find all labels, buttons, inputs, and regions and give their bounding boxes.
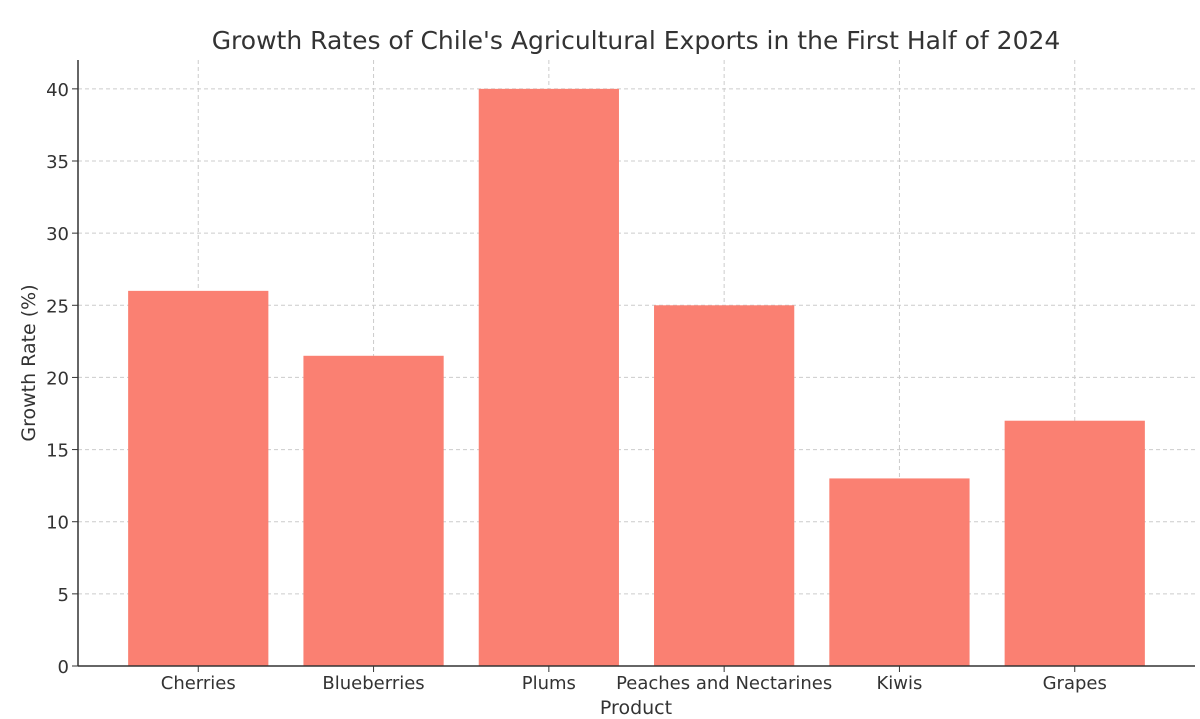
x-axis-label: Product bbox=[600, 697, 672, 719]
x-tick-label: Peaches and Nectarines bbox=[616, 673, 832, 694]
bar-cherries bbox=[128, 290, 269, 666]
bar-peaches-and-nectarines bbox=[654, 305, 795, 666]
y-tick-label: 0 bbox=[58, 657, 69, 678]
y-axis-label: Growth Rate (%) bbox=[18, 284, 40, 441]
y-tick-label: 25 bbox=[46, 296, 69, 317]
x-tick-label: Grapes bbox=[1043, 673, 1107, 694]
x-tick-label: Kiwis bbox=[876, 673, 922, 694]
y-tick-label: 35 bbox=[46, 152, 69, 173]
bar-grapes bbox=[1004, 420, 1145, 666]
y-tick-label: 10 bbox=[46, 513, 69, 534]
y-tick-label: 30 bbox=[46, 224, 69, 245]
x-tick-label: Plums bbox=[522, 673, 576, 694]
y-tick-label: 5 bbox=[58, 585, 69, 606]
bar-blueberries bbox=[303, 355, 444, 666]
y-tick-label: 20 bbox=[46, 368, 69, 389]
bar-kiwis bbox=[829, 478, 970, 666]
x-tick-label: Blueberries bbox=[322, 673, 424, 694]
y-tick-label: 40 bbox=[46, 80, 69, 101]
y-tick-label: 15 bbox=[46, 441, 69, 462]
x-tick-label: Cherries bbox=[161, 673, 236, 694]
bar-plums bbox=[478, 88, 619, 667]
chart-title: Growth Rates of Chile's Agricultural Exp… bbox=[212, 26, 1061, 55]
